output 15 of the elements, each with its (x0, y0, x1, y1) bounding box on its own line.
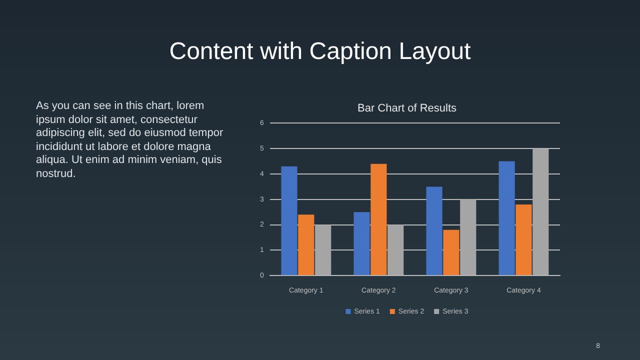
chart-title: Bar Chart of Results (357, 102, 458, 115)
bar (354, 212, 370, 276)
text: Content with Caption Layout (168, 38, 472, 66)
bar (516, 204, 532, 276)
bar (370, 164, 387, 276)
bar (298, 214, 314, 276)
bar (315, 224, 332, 276)
bar (460, 199, 476, 276)
bar (388, 224, 404, 276)
text: As you can see in this chart, lorem ipsum dolor sit amet, consectetur adipiscing elit, sed do eiusmod tempor incididunt ut labore et dolore magna aliqua. Ut enim ad minim veniam, quis nostrud. (36, 100, 224, 181)
bar (498, 161, 515, 276)
bar (532, 148, 549, 276)
bar (443, 230, 460, 276)
bar (426, 186, 442, 276)
bar (281, 166, 298, 276)
